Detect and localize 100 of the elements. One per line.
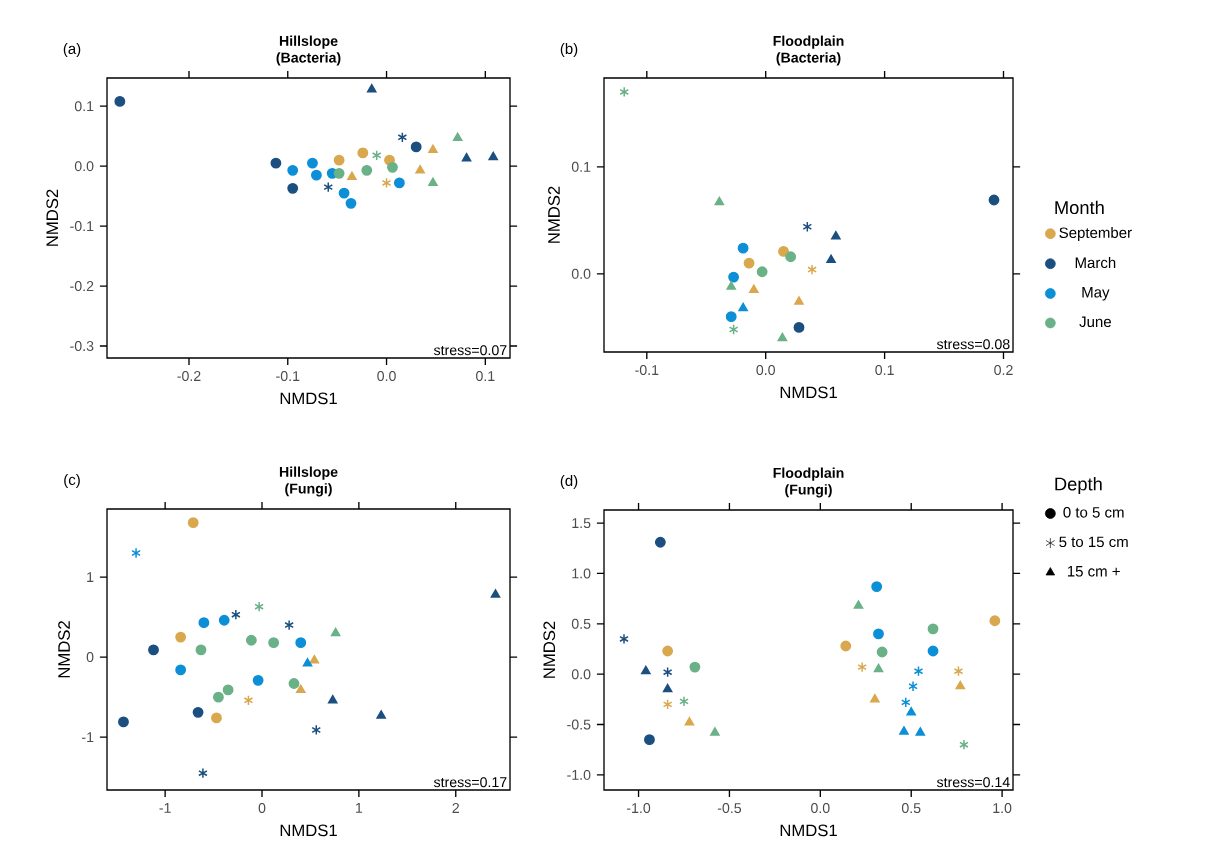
point	[295, 637, 307, 649]
point	[662, 698, 673, 710]
x-tick-label: 0.0	[811, 803, 830, 814]
point	[906, 707, 916, 716]
x-tick-label: -1	[159, 803, 171, 813]
point	[307, 157, 318, 169]
point	[387, 161, 398, 173]
x-tick-label: 0.5	[901, 803, 921, 814]
point	[908, 680, 918, 692]
legend-label: 0 to 5 cm	[1063, 506, 1124, 518]
point	[927, 645, 939, 657]
y-tick-label: 1	[87, 572, 94, 582]
y-tick-label: 0.1	[74, 101, 94, 112]
point	[725, 311, 737, 323]
point	[393, 177, 405, 189]
text: (a)	[63, 43, 81, 57]
point	[311, 724, 322, 736]
point	[295, 684, 306, 694]
y-tick-label: 0	[86, 652, 94, 663]
point	[793, 321, 805, 333]
point	[679, 695, 689, 707]
legend-title: Month	[1055, 200, 1104, 215]
y-axis-title: NMDS2	[543, 621, 556, 678]
x-tick-label: 0.0	[756, 365, 775, 376]
x-tick-label: 2	[452, 803, 459, 813]
point	[323, 181, 334, 193]
point	[287, 164, 299, 176]
point	[347, 171, 357, 181]
point	[330, 627, 341, 637]
point	[794, 296, 804, 305]
point	[428, 177, 438, 186]
point	[288, 678, 300, 689]
point	[231, 609, 241, 621]
y-tick-label: -1	[82, 732, 94, 743]
point	[853, 600, 864, 609]
point	[728, 271, 740, 283]
x-axis-title: NMDS1	[280, 392, 337, 405]
annotation: stress=0.08	[936, 339, 1010, 350]
point	[218, 614, 230, 626]
point	[728, 324, 739, 335]
point	[366, 83, 377, 93]
y-tick-label: 0.5	[571, 618, 591, 629]
point	[662, 683, 673, 693]
y-tick-label: 0.1	[571, 161, 591, 172]
annotation: stress=0.17	[433, 777, 507, 788]
point	[826, 254, 836, 264]
y-tick-label: -0.5	[567, 719, 591, 730]
point	[357, 147, 369, 159]
point	[243, 694, 254, 706]
legend-label: May	[1082, 287, 1110, 301]
point	[198, 767, 208, 779]
point	[381, 177, 392, 189]
point	[900, 696, 911, 708]
text: (d)	[560, 475, 578, 489]
chart-title: Hillslope (Bacteria)	[276, 35, 341, 66]
chart-title: Floodplain (Fungi)	[773, 467, 844, 498]
x-tick-label: 0.0	[377, 371, 396, 382]
point	[488, 151, 499, 161]
point	[807, 264, 817, 275]
point	[710, 727, 720, 736]
point	[410, 141, 422, 153]
point	[684, 717, 695, 726]
point	[870, 693, 880, 703]
point	[252, 674, 264, 686]
point	[371, 149, 382, 161]
point	[338, 187, 350, 199]
x-tick-label: 0	[258, 803, 266, 814]
point	[644, 734, 655, 746]
point	[873, 628, 884, 640]
point	[989, 615, 1001, 627]
point	[662, 666, 673, 678]
point	[857, 661, 867, 673]
y-axis-title: NMDS2	[58, 621, 70, 678]
point	[211, 712, 222, 724]
x-tick-label: 0.1	[476, 371, 495, 382]
point	[871, 581, 883, 592]
y-tick-label: 0.0	[571, 669, 591, 680]
point	[756, 266, 768, 278]
y-tick-label: 0.0	[571, 268, 591, 279]
point	[777, 332, 788, 342]
point	[955, 680, 966, 690]
chart-title: Floodplain (Bacteria)	[773, 35, 844, 66]
point	[490, 589, 501, 598]
x-tick-label: 1	[356, 803, 363, 813]
point	[131, 547, 141, 559]
annotation: stress=0.14	[936, 777, 1010, 788]
point	[309, 654, 320, 664]
y-tick-label: 0.0	[74, 161, 94, 172]
point	[689, 661, 701, 673]
legend-label: September	[1059, 226, 1132, 241]
legend-label: 5 to 15 cm	[1059, 536, 1128, 548]
point	[802, 221, 813, 233]
y-tick-label: -1.0	[567, 769, 591, 780]
point	[118, 716, 129, 728]
x-axis-title: NMDS1	[780, 386, 837, 399]
point	[737, 242, 749, 254]
point	[333, 154, 345, 166]
x-tick-label: 0.1	[875, 365, 894, 376]
point	[778, 245, 789, 257]
point	[302, 658, 313, 667]
